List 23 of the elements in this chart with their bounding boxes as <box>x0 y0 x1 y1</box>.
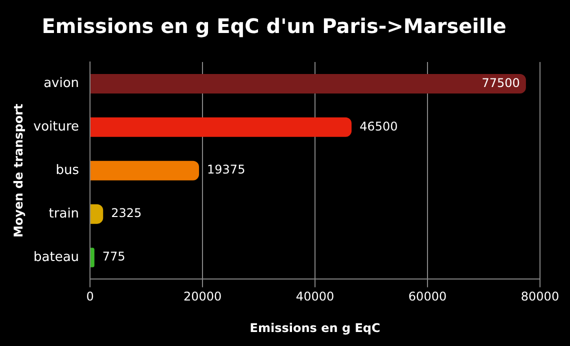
x-tick-label: 20000 <box>183 290 222 304</box>
data-label: 19375 <box>207 162 246 177</box>
x-tick-label: 0 <box>86 290 94 304</box>
bar <box>90 160 200 180</box>
y-tick-label: voiture <box>33 120 80 135</box>
y-axis-title: Moyen de transport <box>11 103 26 238</box>
bar <box>90 204 104 224</box>
bar <box>90 117 352 137</box>
x-tick-label: 60000 <box>408 290 447 304</box>
data-label: 77500 <box>482 76 520 90</box>
bar <box>90 248 94 268</box>
data-label: 2325 <box>111 206 142 220</box>
y-tick-label: bateau <box>34 250 80 265</box>
y-tick-label: avion <box>44 76 80 92</box>
data-label: 46500 <box>360 119 398 134</box>
data-label: 775 <box>102 250 126 264</box>
chart-title: Emissions en g EqC d'un Paris->Marseille <box>42 14 506 38</box>
y-tick-label: bus <box>56 162 80 178</box>
x-tick-label: 40000 <box>296 290 334 304</box>
y-tick-label: train <box>48 206 80 222</box>
bar <box>90 74 526 94</box>
x-axis-title: Emissions en g EqC <box>250 320 380 335</box>
x-tick-label: 80000 <box>520 290 560 304</box>
